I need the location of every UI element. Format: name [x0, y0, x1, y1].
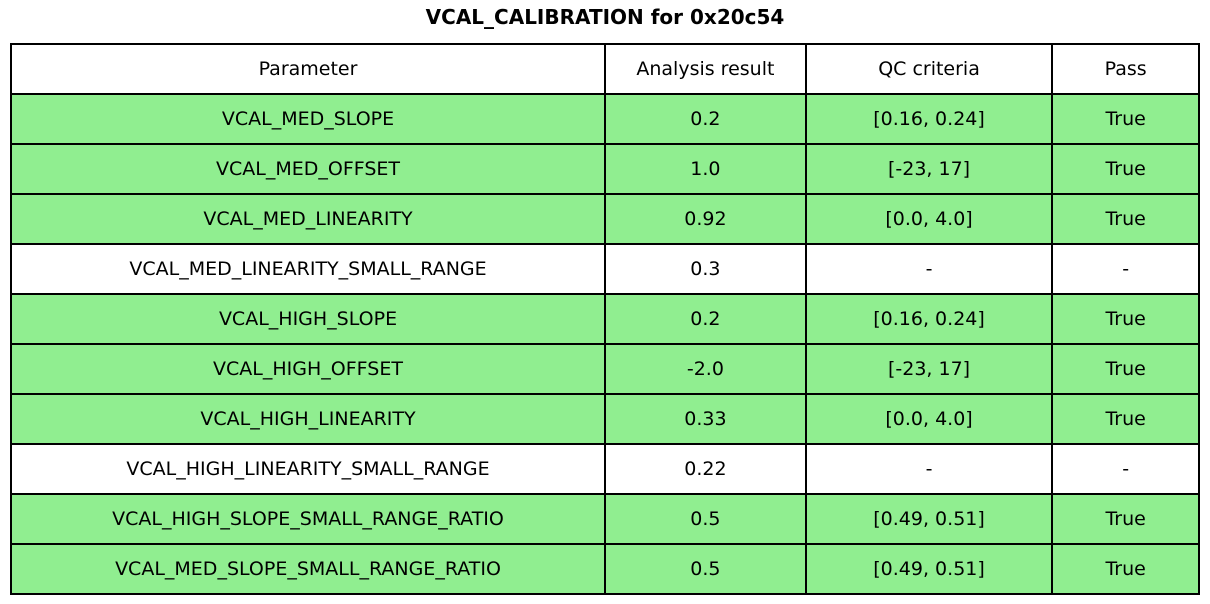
cell-pass: True	[1051, 93, 1200, 145]
cell-pass: True	[1051, 543, 1200, 595]
cell-qc-criteria: [0.49, 0.51]	[804, 543, 1054, 595]
cell-analysis-result: -2.0	[604, 343, 807, 395]
cell-analysis-result: 0.22	[604, 443, 807, 495]
cell-parameter: VCAL_HIGH_LINEARITY	[9, 393, 607, 445]
figure-title: VCAL_CALIBRATION for 0x20c54	[425, 5, 785, 29]
table-row: VCAL_MED_LINEARITY_SMALL_RANGE 0.3 - -	[9, 243, 1200, 295]
table-row: VCAL_MED_SLOPE 0.2 [0.16, 0.24] True	[9, 93, 1200, 145]
table-row: VCAL_HIGH_SLOPE_SMALL_RANGE_RATIO 0.5 [0…	[9, 493, 1200, 545]
cell-pass: True	[1051, 193, 1200, 245]
cell-pass: True	[1051, 143, 1200, 195]
cell-analysis-result: 0.5	[604, 543, 807, 595]
column-header-qc-criteria: QC criteria	[804, 43, 1054, 95]
header-row: Parameter Analysis result QC criteria Pa…	[9, 43, 1200, 95]
table-row: VCAL_HIGH_SLOPE 0.2 [0.16, 0.24] True	[9, 293, 1200, 345]
cell-pass: -	[1051, 243, 1200, 295]
cell-pass: True	[1051, 393, 1200, 445]
cell-parameter: VCAL_HIGH_SLOPE_SMALL_RANGE_RATIO	[9, 493, 607, 545]
cell-parameter: VCAL_MED_SLOPE	[9, 93, 607, 145]
cell-parameter: VCAL_MED_LINEARITY_SMALL_RANGE	[9, 243, 607, 295]
cell-analysis-result: 0.2	[604, 93, 807, 145]
cell-qc-criteria: [-23, 17]	[804, 143, 1054, 195]
table-body: VCAL_MED_SLOPE 0.2 [0.16, 0.24] True VCA…	[9, 93, 1200, 595]
cell-analysis-result: 0.5	[604, 493, 807, 545]
cell-analysis-result: 0.2	[604, 293, 807, 345]
column-header-parameter: Parameter	[9, 43, 607, 95]
cell-parameter: VCAL_MED_LINEARITY	[9, 193, 607, 245]
cell-qc-criteria: [0.0, 4.0]	[804, 393, 1054, 445]
cell-qc-criteria: -	[804, 443, 1054, 495]
column-header-analysis-result: Analysis result	[604, 43, 807, 95]
table-row: VCAL_HIGH_LINEARITY 0.33 [0.0, 4.0] True	[9, 393, 1200, 445]
cell-analysis-result: 0.33	[604, 393, 807, 445]
cell-analysis-result: 0.92	[604, 193, 807, 245]
cell-qc-criteria: [-23, 17]	[804, 343, 1054, 395]
cell-parameter: VCAL_MED_SLOPE_SMALL_RANGE_RATIO	[9, 543, 607, 595]
table-row: VCAL_HIGH_LINEARITY_SMALL_RANGE 0.22 - -	[9, 443, 1200, 495]
cell-parameter: VCAL_HIGH_LINEARITY_SMALL_RANGE	[9, 443, 607, 495]
table-row: VCAL_MED_OFFSET 1.0 [-23, 17] True	[9, 143, 1200, 195]
cell-pass: True	[1051, 493, 1200, 545]
cell-pass: -	[1051, 443, 1200, 495]
cell-qc-criteria: [0.0, 4.0]	[804, 193, 1054, 245]
column-header-pass: Pass	[1051, 43, 1200, 95]
qc-table: Parameter Analysis result QC criteria Pa…	[9, 43, 1200, 595]
cell-parameter: VCAL_HIGH_OFFSET	[9, 343, 607, 395]
table-row: VCAL_MED_LINEARITY 0.92 [0.0, 4.0] True	[9, 193, 1200, 245]
cell-qc-criteria: [0.49, 0.51]	[804, 493, 1054, 545]
cell-qc-criteria: -	[804, 243, 1054, 295]
table-row: VCAL_HIGH_OFFSET -2.0 [-23, 17] True	[9, 343, 1200, 395]
cell-analysis-result: 1.0	[604, 143, 807, 195]
cell-parameter: VCAL_MED_OFFSET	[9, 143, 607, 195]
cell-pass: True	[1051, 343, 1200, 395]
cell-parameter: VCAL_HIGH_SLOPE	[9, 293, 607, 345]
cell-pass: True	[1051, 293, 1200, 345]
table-row: VCAL_MED_SLOPE_SMALL_RANGE_RATIO 0.5 [0.…	[9, 543, 1200, 595]
cell-qc-criteria: [0.16, 0.24]	[804, 293, 1054, 345]
cell-analysis-result: 0.3	[604, 243, 807, 295]
cell-qc-criteria: [0.16, 0.24]	[804, 93, 1054, 145]
